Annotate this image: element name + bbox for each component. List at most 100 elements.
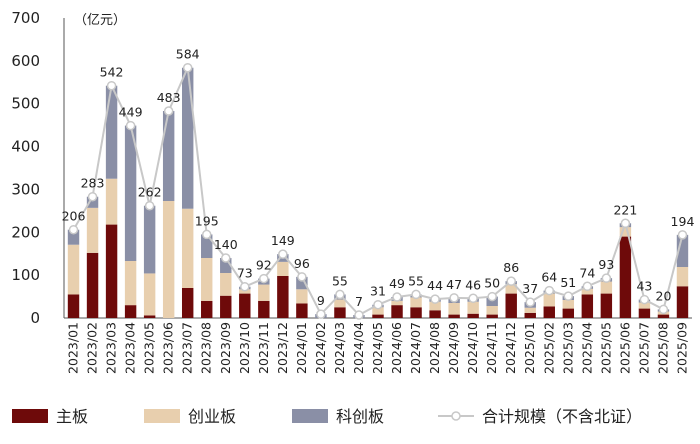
bar-segment-star-market [67, 229, 80, 245]
bar-segment-chinext [124, 261, 137, 306]
total-point [259, 273, 269, 284]
bar-segment-chinext [429, 301, 441, 311]
total-data-label: 49 [389, 276, 405, 291]
total-point [316, 309, 326, 319]
bar-segment-main-board [448, 314, 460, 318]
total-point [182, 62, 193, 73]
legend-total-swatch-marker [451, 411, 461, 421]
total-point [468, 293, 478, 304]
total-point [582, 281, 593, 292]
bar-segment-main-board [505, 293, 517, 318]
total-point [430, 294, 440, 304]
x-tick-label: 2023/07 [180, 322, 195, 374]
bar-segment-star-market [201, 234, 213, 258]
bar-segment-main-board [391, 305, 403, 318]
bar-segment-main-board [562, 308, 575, 318]
bar-segment-chinext [277, 261, 289, 276]
total-point [525, 297, 535, 307]
bar-segment-star-market [105, 85, 118, 179]
bar-segment-main-board [543, 306, 555, 318]
bar-segment-chinext [410, 297, 422, 308]
total-data-label: 140 [214, 237, 238, 252]
bar-segment-star-market [162, 111, 175, 201]
total-data-label: 46 [465, 277, 481, 292]
bar-segment-star-market [86, 196, 99, 208]
bar-segment-chinext [162, 201, 175, 318]
x-tick-label: 2023/05 [142, 322, 157, 374]
bar-segment-main-board [372, 314, 384, 318]
total-data-label: 449 [119, 105, 143, 120]
total-data-label: 483 [157, 90, 181, 105]
total-data-label: 43 [636, 279, 652, 294]
total-data-label: 542 [100, 65, 124, 80]
bar-segment-main-board [277, 276, 289, 318]
total-point [335, 289, 345, 300]
bar-segment-main-board [467, 313, 479, 318]
bar-segment-main-board [181, 288, 194, 318]
x-tick-label: 2023/02 [85, 322, 100, 374]
total-data-label: 149 [271, 233, 295, 248]
y-tick-label: 700 [11, 9, 40, 27]
total-point [487, 291, 497, 302]
bar-segment-chinext [296, 289, 308, 304]
total-data-label: 51 [560, 275, 576, 290]
total-data-label: 44 [427, 278, 443, 293]
bar-segment-chinext [562, 300, 575, 309]
total-point [240, 281, 250, 292]
bar-segment-chinext [581, 288, 594, 295]
bar-segment-chinext [600, 281, 613, 294]
bar-segment-main-board [239, 293, 251, 318]
bar-segment-main-board [581, 294, 594, 318]
bar-segment-main-board [600, 293, 613, 318]
y-tick-label: 400 [11, 138, 40, 156]
bar-segment-main-board [67, 294, 80, 318]
x-tick-label: 2025/09 [674, 322, 689, 374]
bar-segment-chinext [86, 207, 99, 253]
bar-segment-main-board [334, 307, 346, 318]
x-tick-label: 2024/04 [351, 322, 366, 374]
bar-segment-main-board [258, 300, 270, 318]
total-data-label: 221 [613, 202, 637, 217]
x-tick-label: 2025/01 [522, 322, 537, 374]
x-tick-label: 2023/06 [161, 322, 176, 374]
total-data-label: 64 [541, 270, 557, 285]
x-tick-label: 2024/01 [294, 322, 309, 374]
total-data-label: 50 [484, 276, 500, 291]
total-data-label: 86 [503, 260, 519, 275]
y-tick-label: 300 [11, 180, 40, 198]
total-point [87, 191, 98, 202]
x-tick-label: 2025/08 [655, 322, 670, 374]
bar-segment-chinext [334, 299, 346, 308]
total-point [144, 200, 155, 211]
total-point [163, 106, 174, 116]
bar-segment-chinext [486, 306, 498, 315]
total-data-label: 73 [237, 266, 253, 281]
total-data-label: 9 [317, 293, 325, 308]
total-data-label: 31 [370, 284, 386, 299]
bar-segment-main-board [105, 224, 118, 318]
bar-segment-main-board [657, 314, 670, 318]
bar-segment-main-board [296, 303, 308, 318]
x-tick-label: 2024/07 [408, 322, 423, 374]
x-tick-label: 2025/03 [560, 322, 575, 374]
x-tick-label: 2023/11 [256, 322, 271, 374]
bar-segment-chinext [448, 303, 460, 315]
bar-segment-chinext [638, 302, 651, 309]
total-point [373, 299, 383, 310]
x-tick-label: 2023/03 [104, 322, 119, 374]
bar-segment-main-board [410, 307, 422, 318]
x-tick-label: 2024/12 [503, 322, 518, 374]
bar-segment-chinext [676, 267, 689, 287]
x-tick-label: 2025/02 [541, 322, 556, 374]
total-point [125, 120, 136, 131]
bar-segment-main-board [143, 315, 156, 318]
total-point [620, 218, 631, 229]
x-tick-label: 2023/04 [123, 322, 138, 374]
legend-main-board-swatch [12, 409, 48, 423]
total-data-label: 92 [256, 258, 272, 273]
legend-main-board-label: 主板 [56, 407, 88, 426]
bar-segment-star-market [676, 234, 689, 267]
bar-segment-main-board [201, 300, 213, 318]
total-data-label: 55 [332, 273, 348, 288]
